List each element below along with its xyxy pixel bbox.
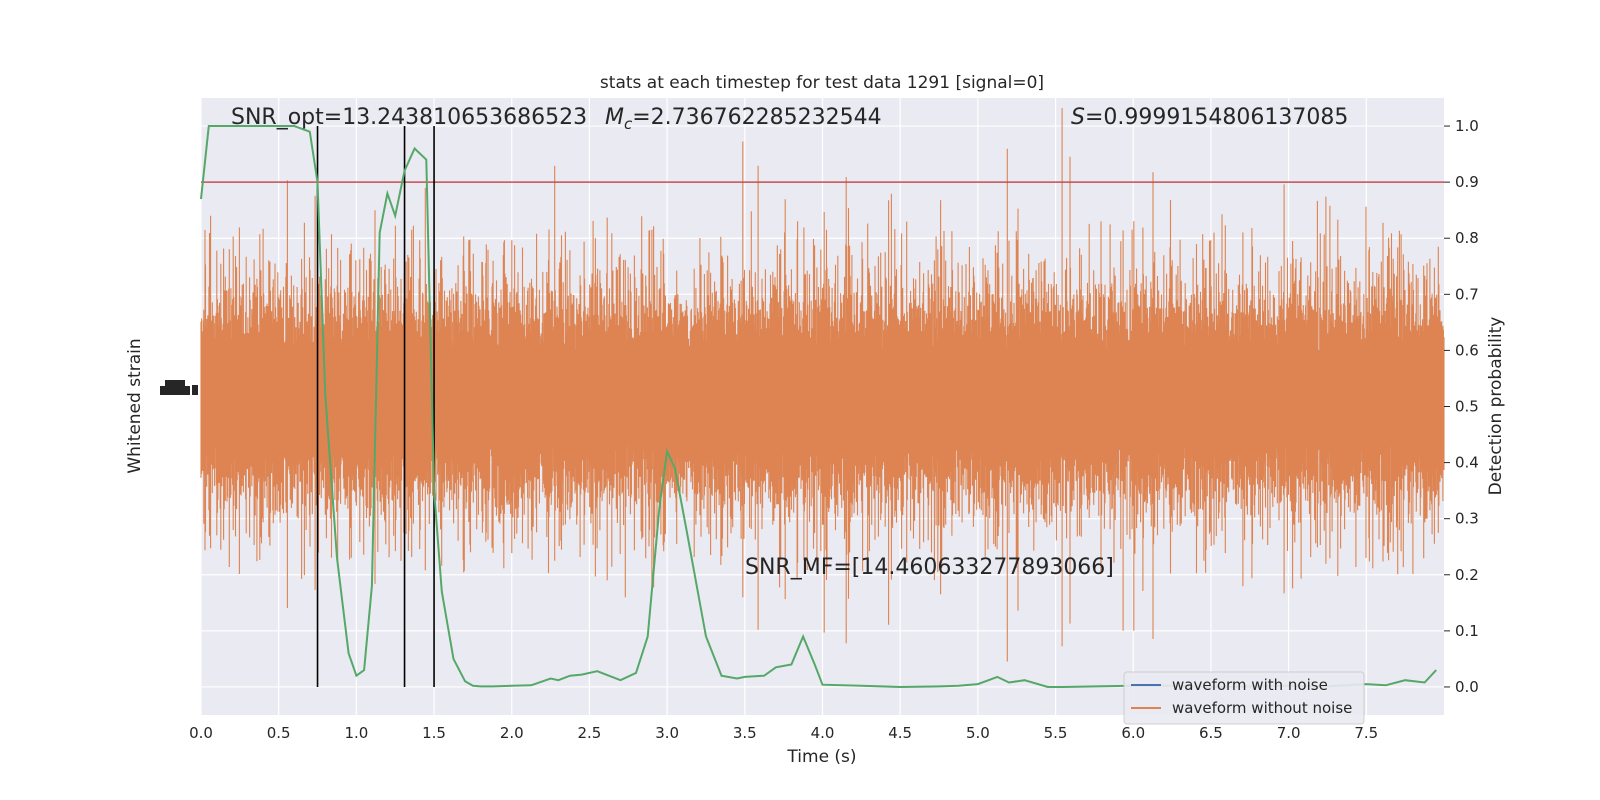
chart-title: stats at each timestep for test data 129… (600, 73, 1044, 93)
y-tick-label-8: 0.8 (1455, 229, 1479, 247)
y-axis-ticks: 0.0 0.1 0.2 0.3 0.4 0.5 0.6 0.7 0.8 0.9 1.0 (1444, 117, 1479, 696)
x-axis-ticks: 0.0 0.5 1.0 1.5 2.0 2.5 3.0 3.5 4.0 4.5 5.0 5.5 6.0 6… (189, 724, 1378, 742)
x-tick-label-6: 3.0 (655, 724, 679, 742)
x-tick-label-10: 5.0 (966, 724, 990, 742)
legend: waveform with noise waveform without noi… (1123, 671, 1365, 725)
x-tick-label-8: 4.0 (811, 724, 835, 742)
detection-probability-line (200, 125, 1437, 689)
left-axis-clutter (160, 380, 198, 395)
chirp-mass-annotation: Mc=2.736762285232544 (605, 105, 882, 133)
x-tick-label-0: 0.0 (189, 724, 213, 742)
y-tick-label-7: 0.7 (1455, 285, 1479, 303)
x-tick-label-12: 6.0 (1121, 724, 1145, 742)
x-tick-label-2: 1.0 (344, 724, 368, 742)
waveform-without-noise-core (201, 350, 1444, 446)
left-tick-blob-a (192, 385, 198, 395)
snr-opt-annotation: SNR_opt=13.243810653686523 (231, 105, 587, 130)
left-tick-blob-c (165, 380, 185, 394)
x-tick-label-13: 6.5 (1199, 724, 1223, 742)
y-tick-label-1: 0.1 (1455, 622, 1479, 640)
snr-mf-annotation: SNR_MF=[14.460633277893066] (745, 555, 1114, 580)
s-value: =0.9999154806137085 (1085, 105, 1348, 130)
y-tick-label-3: 0.3 (1455, 510, 1479, 528)
strain-series (200, 108, 1445, 662)
s-annotation: S=0.9999154806137085 (1071, 105, 1348, 130)
x-tick-label-7: 3.5 (733, 724, 757, 742)
left-axis-label: Whitened strain (125, 338, 145, 473)
legend-box (1123, 671, 1365, 725)
y-tick-label-6: 0.6 (1455, 341, 1479, 359)
x-tick-label-15: 7.5 (1354, 724, 1378, 742)
right-axis-label: Detection probability (1486, 317, 1506, 496)
x-tick-label-14: 7.0 (1277, 724, 1301, 742)
legend-entry-clean: waveform without noise (1172, 699, 1352, 717)
chirp-mass-symbol: M (605, 105, 624, 130)
s-symbol: S (1071, 105, 1085, 130)
y-tick-label-4: 0.4 (1455, 454, 1479, 472)
legend-entry-noisy: waveform with noise (1172, 676, 1328, 694)
x-tick-label-1: 0.5 (267, 724, 291, 742)
y-tick-label-2: 0.2 (1455, 566, 1479, 584)
x-tick-label-11: 5.5 (1044, 724, 1068, 742)
y-tick-label-0: 0.0 (1455, 678, 1479, 696)
chirp-mass-subscript: c (624, 115, 633, 133)
x-tick-label-9: 4.5 (888, 724, 912, 742)
x-tick-label-4: 2.0 (500, 724, 524, 742)
y-tick-label-9: 0.9 (1455, 173, 1479, 191)
y-tick-label-5: 0.5 (1455, 398, 1479, 416)
y-tick-label-10: 1.0 (1455, 117, 1479, 135)
vertical-markers (316, 126, 435, 687)
chirp-mass-value: =2.736762285232544 (632, 105, 881, 130)
probability-layer (200, 125, 1437, 689)
x-tick-label-5: 2.5 (578, 724, 602, 742)
x-tick-label-3: 1.5 (422, 724, 446, 742)
x-axis-label: Time (s) (786, 747, 856, 767)
